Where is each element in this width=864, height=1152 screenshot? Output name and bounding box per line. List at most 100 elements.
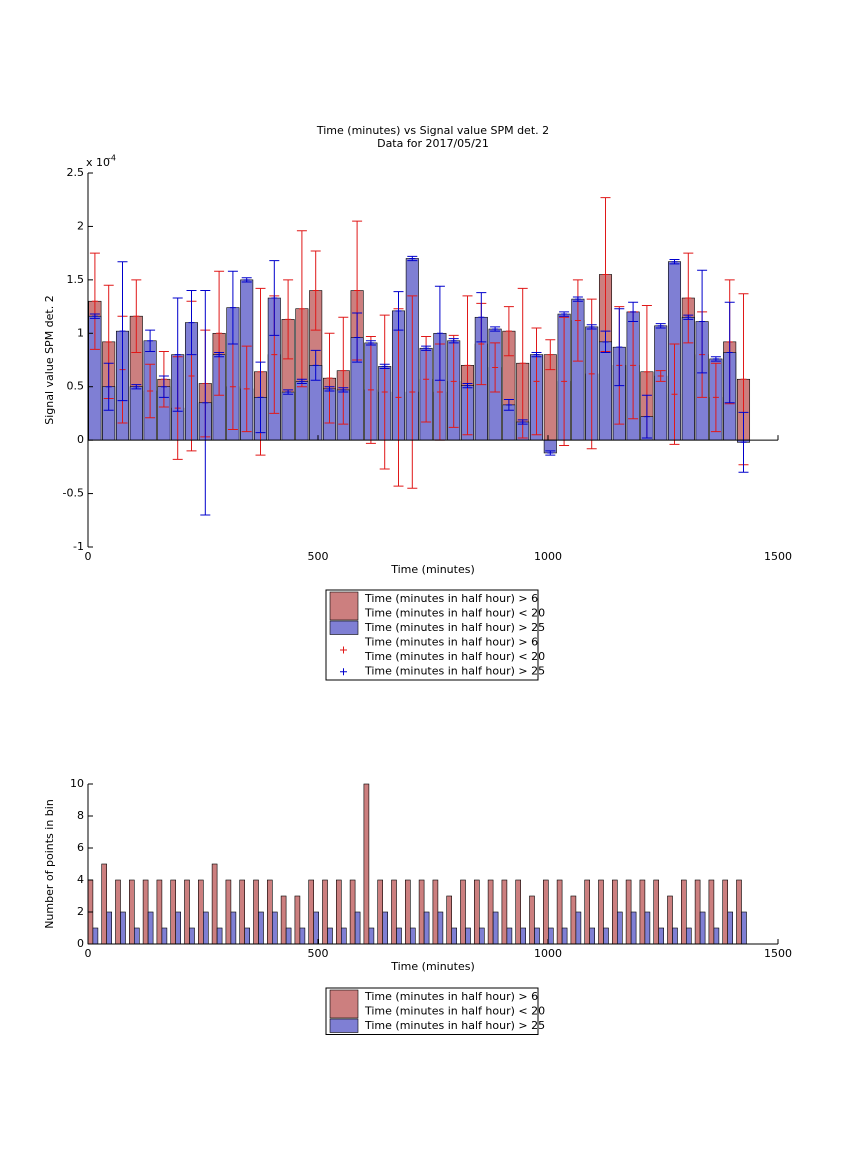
error-bar xyxy=(517,287,528,439)
x-tick-label: 500 xyxy=(308,947,329,960)
bar xyxy=(446,895,453,945)
error-bar xyxy=(683,314,694,320)
error-bar xyxy=(572,296,583,302)
error-bar xyxy=(448,334,459,428)
y-tick-label: 2.5 xyxy=(67,166,85,179)
y-tick-label: 4 xyxy=(77,873,84,886)
error-bar xyxy=(145,363,156,419)
error-bar xyxy=(476,292,487,343)
bar xyxy=(584,879,591,945)
bar xyxy=(658,927,665,945)
error-bar xyxy=(490,342,501,393)
bar xyxy=(271,911,278,945)
error-bar xyxy=(172,297,183,412)
x-tick-label: 1500 xyxy=(764,550,792,563)
bar xyxy=(736,879,742,945)
error-bar xyxy=(641,305,652,439)
bar xyxy=(561,927,568,945)
bar xyxy=(644,911,651,945)
y-axis-label: Number of points in bin xyxy=(43,799,56,929)
bar xyxy=(175,911,181,945)
error-bar xyxy=(214,352,225,358)
bar xyxy=(285,927,292,945)
y-tick-label: -0.5 xyxy=(63,487,84,500)
y-tick-label: 0.5 xyxy=(67,380,85,393)
bar xyxy=(409,927,416,945)
bar xyxy=(106,911,112,945)
error-bar xyxy=(503,399,514,411)
y-tick-label: -1 xyxy=(73,540,84,553)
error-bar xyxy=(255,361,266,434)
x-tick-label: 1500 xyxy=(764,947,792,960)
bar xyxy=(667,895,673,945)
error-bar xyxy=(545,339,556,371)
error-bar xyxy=(296,230,307,388)
y-multiplier: x 10 xyxy=(86,156,110,169)
y-tick-label: 6 xyxy=(77,841,84,854)
y-tick-label: 10 xyxy=(70,777,84,790)
y-tick-label: 8 xyxy=(77,809,84,822)
bar xyxy=(322,879,328,945)
legend-label: Time (minutes in half hour) > 25 xyxy=(364,621,545,634)
bar xyxy=(556,879,563,945)
chart-title: Data for 2017/05/21 xyxy=(377,137,489,150)
bar xyxy=(437,911,444,945)
error-bar xyxy=(283,279,294,360)
bar xyxy=(685,927,692,945)
error-bar xyxy=(324,386,335,392)
legend-swatch xyxy=(329,620,359,635)
error-bar xyxy=(117,261,128,402)
bar xyxy=(492,911,499,945)
error-bar xyxy=(600,330,611,354)
legend-label: Time (minutes in half hour) < 20 xyxy=(364,1005,545,1018)
bar xyxy=(639,879,646,945)
bar xyxy=(520,927,527,945)
y-axis-label: Signal value SPM det. 2 xyxy=(43,295,56,425)
bar xyxy=(603,927,609,945)
bar xyxy=(258,911,264,945)
bar xyxy=(156,879,163,945)
error-bar xyxy=(545,450,556,456)
bar xyxy=(299,927,306,945)
bar xyxy=(680,879,687,945)
legend-marker xyxy=(340,646,347,654)
bar xyxy=(184,879,190,945)
error-bar xyxy=(89,252,100,350)
error-bar xyxy=(103,362,114,411)
bar xyxy=(432,879,439,945)
error-bar xyxy=(214,270,225,396)
bar xyxy=(487,879,494,945)
error-bar xyxy=(158,375,169,398)
legend-label: Time (minutes in half hour) < 20 xyxy=(364,650,545,663)
bar xyxy=(460,879,466,945)
bar xyxy=(92,927,99,945)
error-bar xyxy=(365,335,376,444)
bar xyxy=(349,879,356,945)
bar xyxy=(129,879,135,945)
legend-swatch xyxy=(329,989,359,1019)
error-bar xyxy=(407,295,418,489)
error-bar xyxy=(462,383,473,389)
bar xyxy=(161,927,168,945)
bar xyxy=(722,879,729,945)
error-bar xyxy=(724,301,735,404)
bar xyxy=(478,927,485,945)
error-bar xyxy=(600,197,611,352)
bar xyxy=(340,927,347,945)
bar xyxy=(327,927,333,945)
bar xyxy=(570,895,577,945)
bar xyxy=(295,381,309,441)
bar xyxy=(142,879,149,945)
legend-label: Time (minutes in half hour) > 25 xyxy=(364,665,545,678)
legend-marker xyxy=(340,668,347,676)
bar xyxy=(216,927,223,945)
bar xyxy=(239,879,245,945)
error-bar xyxy=(103,284,114,399)
bar xyxy=(308,879,315,945)
bar xyxy=(713,927,720,945)
error-bar xyxy=(89,313,100,319)
error-bar xyxy=(738,411,749,473)
bar xyxy=(198,879,204,945)
bar xyxy=(115,879,121,945)
